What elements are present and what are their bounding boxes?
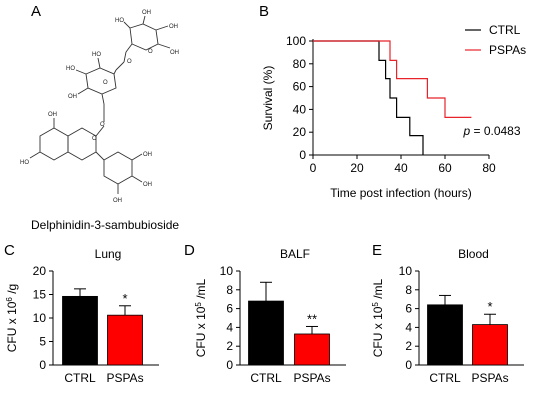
significance-marker: ** [307,311,317,326]
x-tick-label: PSPAs [106,371,143,385]
x-tick-label: PSPAs [293,371,330,385]
bar-pspas [472,324,508,366]
chemical-structure-drawing [29,15,171,194]
y-tick-label: 4 [226,320,233,334]
survival-chart: 0 20 40 60 80 100 0 20 40 60 80 Time post infection… [261,23,526,200]
x-tick-label: CTRL [429,371,461,385]
y-tick-label: 40 [293,102,307,116]
bar-pspas [294,333,330,366]
y-tick-label: 60 [293,80,307,94]
y-tick-label: 0 [405,358,412,372]
x-tick-label: 0 [310,161,317,175]
y-tick-label: 2 [226,339,233,353]
svg-text:OH: OH [170,50,179,56]
chart-title: BALF [280,247,310,261]
svg-text:O: O [100,122,105,128]
chart-title: Lung [95,247,122,261]
svg-text:HO: HO [20,160,29,166]
svg-text:OH: OH [143,182,152,188]
x-tick-label: 60 [438,161,452,175]
panel-letter-d: D [184,242,195,259]
svg-text:OH: OH [113,198,122,204]
y-tick-label: 10 [33,311,47,325]
svg-text:O: O [148,49,153,55]
x-tick-label: 20 [350,161,364,175]
compound-caption: Delphinidin-3-sambubioside [31,218,179,232]
y-axis-label: CFU x 105 /mL [194,278,208,357]
legend-label: PSPAs [489,43,526,57]
y-tick-label: 4 [405,320,412,334]
balf-cfu-bar-chart: 0 2 4 6 8 10 BALF CFU x 105 /mL CTRL PSPAs ** [194,247,346,385]
y-tick-label: 5 [39,335,46,349]
x-tick-label: 80 [482,161,496,175]
x-tick-label: 40 [394,161,408,175]
bar-pspas [107,314,143,366]
p-value-annotation: p = 0.0483 [462,124,520,138]
svg-text:OH: OH [169,24,178,30]
y-tick-label: 80 [293,57,307,71]
y-tick-label: 6 [405,302,412,316]
y-tick-label: 100 [286,34,306,48]
bar-ctrl [427,304,463,366]
svg-text:HO: HO [115,18,124,24]
y-tick-label: 0 [299,148,306,162]
svg-text:O: O [127,59,132,65]
y-tick-label: 6 [226,302,233,316]
svg-text:O: O [92,136,97,142]
y-tick-label: 0 [39,358,46,372]
y-axis-label: CFU x 105 /mL [371,278,385,357]
y-tick-label: 20 [33,264,47,278]
x-tick-label: CTRL [64,371,96,385]
panel-letter-a: A [31,3,41,20]
survival-line-ctrl [313,40,424,155]
svg-text:OH: OH [68,94,77,100]
y-tick-label: 10 [399,264,413,278]
panel-letter-e: E [372,242,382,259]
svg-text:OH: OH [142,10,151,16]
chart-title: Blood [458,247,489,261]
svg-text:OH: OH [48,112,57,118]
y-tick-label: 0 [226,358,233,372]
svg-text:HO: HO [66,66,75,72]
y-tick-label: 8 [405,283,412,297]
svg-text:HO: HO [92,52,101,58]
survival-line-pspas [313,40,472,118]
svg-text:O: O [103,80,108,86]
y-tick-label: 20 [293,125,307,139]
x-tick-label: PSPAs [471,371,508,385]
y-tick-label: 15 [33,288,47,302]
lung-cfu-bar-chart: 0 5 10 15 20 Lung CFU x 106 /g CTRL PSPAs * [5,247,159,385]
significance-marker: * [122,291,127,306]
bar-ctrl [62,295,98,366]
svg-text:OH: OH [143,152,152,158]
panel-letter-c: C [4,242,15,259]
y-tick-label: 2 [405,339,412,353]
panel-letter-b: B [259,3,269,20]
blood-cfu-bar-chart: 0 2 4 6 8 10 Blood CFU x 105 /mL CTRL PSPAs * [371,247,524,385]
bar-ctrl [248,300,284,366]
y-tick-label: 8 [226,283,233,297]
legend-label: CTRL [489,23,521,37]
x-tick-label: CTRL [250,371,282,385]
significance-marker: * [487,299,492,314]
y-tick-label: 10 [220,264,234,278]
x-axis-label: Time post infection (hours) [330,186,472,200]
y-axis-label: CFU x 106 /g [5,284,19,352]
y-axis-label: Survival (%) [261,66,275,131]
chemical-atom-labels: OH OH OH HO O O HO HO OH O O OH HO O OH … [20,10,179,204]
